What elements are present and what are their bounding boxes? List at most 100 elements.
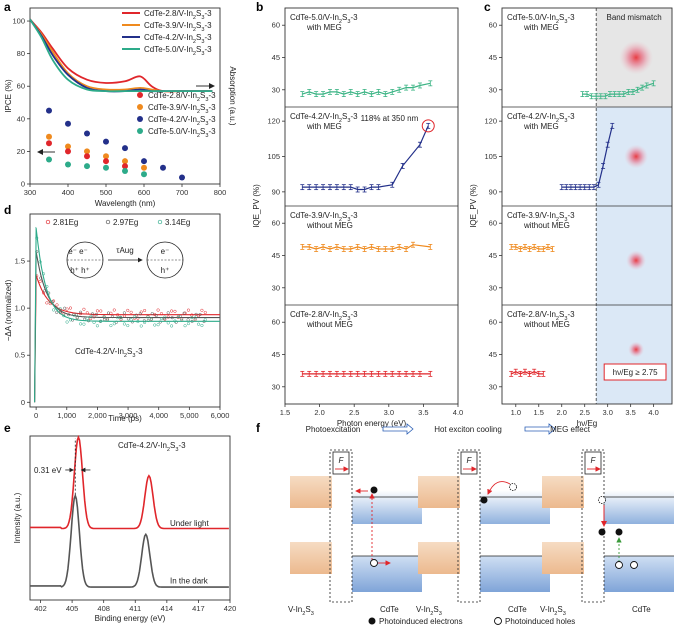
y-axis-label: Intensity (a.u.) — [13, 492, 22, 543]
panel-c-chart: Band mismatch304560CdTe-5.0/V-In2S3-3wit… — [469, 7, 673, 428]
kinetics-point — [90, 312, 95, 316]
kinetics-point — [58, 307, 62, 311]
exciton-glow — [626, 250, 647, 271]
vin2s3-conduction-block — [290, 476, 332, 508]
kinetics-point — [146, 315, 150, 319]
kinetics-fit-2.97Eg — [34, 249, 220, 403]
exciton-glow — [628, 341, 645, 358]
kinetics-point — [85, 316, 89, 320]
kinetics-point — [112, 322, 116, 326]
kinetics-point — [170, 324, 174, 328]
x-axis-label: Time (ps) — [108, 414, 142, 423]
d-y-tick-label: 1.5 — [15, 257, 25, 266]
ipce-point-red — [65, 148, 71, 155]
electron-label: e⁻ — [161, 247, 170, 256]
ipce-point-navy — [103, 138, 109, 145]
d-x-tick-label: 3,000 — [119, 411, 138, 420]
electron-pair-label: e⁻ e⁻ — [68, 247, 88, 256]
ipce-point-navy — [46, 107, 52, 114]
exciton-glow — [624, 144, 649, 169]
kinetics-point — [99, 309, 103, 313]
kinetics-point — [138, 312, 142, 316]
iqe-line-green — [582, 82, 654, 97]
subplot-y-tick-label: 105 — [267, 152, 280, 161]
kinetics-point — [75, 315, 79, 319]
subplot-y-tick-label: 120 — [267, 117, 280, 126]
subplot-y-tick-label: 30 — [272, 85, 280, 94]
legend-hole-icon — [494, 617, 502, 625]
electron — [370, 486, 378, 494]
vin2s3-label: V-In2S3 — [416, 605, 442, 617]
subplot-condition-label: without MEG — [523, 221, 570, 230]
ipce-point-orange — [122, 158, 128, 165]
ipce-point-orange — [141, 164, 147, 171]
d-x-tick-label: 6,000 — [211, 411, 230, 420]
hole — [615, 561, 623, 569]
sample-label: CdTe-4.2/V-In2S3-3 — [75, 347, 143, 359]
band-diagram-3: F V-In2S3 CdTe — [540, 449, 674, 617]
kinetics-point — [79, 322, 83, 326]
legend-line-label: CdTe-4.2/V-In2S3-3 — [144, 33, 212, 45]
cdte-conduction-band — [352, 490, 422, 524]
kinetics-point — [139, 324, 143, 328]
a-y-tick-label: 80 — [17, 49, 25, 58]
e-x-tick-label: 405 — [66, 604, 79, 613]
legend-point-label: CdTe-4.2/V-In2S3-3 — [148, 115, 216, 127]
a-x-tick-label: 400 — [62, 188, 75, 197]
x-tick-label: 3.5 — [418, 408, 428, 417]
a-y-tick-label: 40 — [17, 114, 25, 123]
panel-label-d: d — [4, 203, 11, 217]
subplot-y-tick-label: 60 — [272, 219, 280, 228]
legend-electrons: Photoinduced electrons — [379, 617, 463, 626]
band-diagram-1: F V-In2S3 CdTe — [288, 449, 422, 617]
kinetics-point — [190, 316, 194, 320]
ipce-point-teal — [103, 164, 109, 171]
subplot-y-tick-label: 45 — [272, 53, 280, 62]
d-x-tick-label: 2,000 — [88, 411, 107, 420]
x-tick-label: 2.0 — [314, 408, 324, 417]
kinetics-point — [198, 312, 202, 317]
kinetics-point — [102, 315, 106, 319]
subplot-sample-label: CdTe-4.2/V-In2S3-3 — [507, 112, 575, 124]
kinetics-point — [119, 317, 123, 321]
a-y-tick-label: 100 — [12, 17, 25, 26]
vin2s3-conduction-block — [418, 476, 460, 508]
a-y-tick-label: 20 — [17, 147, 25, 156]
ipce-point-navy — [179, 174, 185, 181]
kinetics-point — [89, 315, 93, 319]
panel-a-chart: 300 400 500 600 700 800 0 20 40 60 80 100 Wavelength… — [4, 7, 237, 208]
iqe-line-navy — [561, 125, 613, 188]
cdte-valence-band — [480, 556, 550, 592]
subplot-sample-label: CdTe-5.0/V-In2S3-3 — [507, 13, 575, 25]
iqe-line-red — [510, 371, 544, 375]
kinetics-point — [158, 320, 162, 324]
field-label: F — [467, 456, 473, 465]
auger-label: τAug — [116, 246, 133, 255]
legend-line-label: CdTe-5.0/V-In2S3-3 — [144, 45, 212, 57]
kinetics-point — [182, 311, 186, 315]
kinetics-point — [156, 308, 160, 312]
d-y-tick-label: 0 — [21, 398, 25, 407]
panel-label-b: b — [256, 0, 263, 14]
step-label: MEG effect — [550, 425, 591, 434]
d-x-tick-label: 1,000 — [57, 411, 76, 420]
kinetics-point — [126, 323, 130, 328]
panel-d-chart: 0 1,000 2,000 3,000 4,000 5,000 6,000 0 0.5 1.0 1.… — [4, 213, 230, 423]
ipce-point-orange — [103, 153, 109, 160]
kinetics-point — [156, 323, 160, 327]
legend-point-label: CdTe-5.0/V-In2S3-3 — [148, 127, 216, 139]
a-x-tick-label: 500 — [100, 188, 113, 197]
subplot-condition-label: without MEG — [523, 320, 570, 329]
y-axis-label: IQE_PV (%) — [469, 184, 478, 228]
kinetics-point — [63, 306, 67, 310]
d-y-tick-label: 0.5 — [15, 351, 25, 360]
subplot-y-tick-label: 30 — [489, 283, 497, 292]
panel-f-diagram: Photoexcitation Hot exciton cooling MEG ef… — [288, 423, 674, 626]
subplot-condition-label: with MEG — [523, 122, 559, 131]
x-tick-label: 2.0 — [557, 408, 567, 417]
a-y-tick-label: 0 — [21, 180, 25, 189]
subplot-condition-label: with MEG — [306, 122, 342, 131]
step-arrow — [524, 423, 556, 435]
